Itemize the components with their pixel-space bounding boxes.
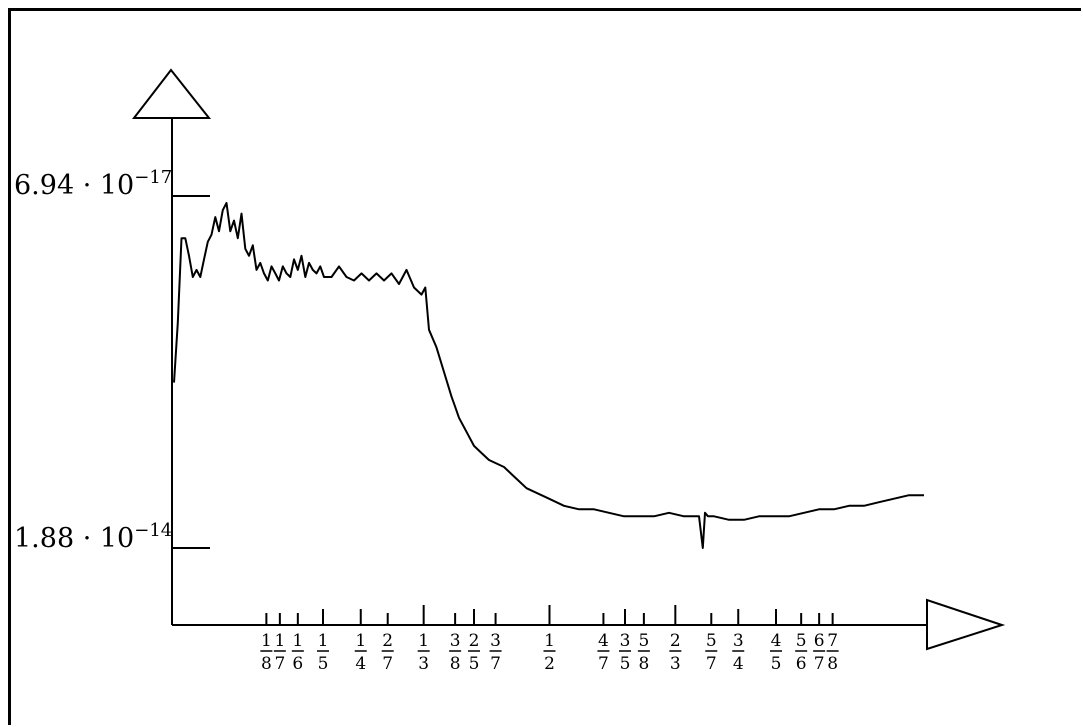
- x-tick-label-denominator: 5: [620, 654, 631, 674]
- x-tick-label-numerator: 2: [382, 631, 393, 651]
- y-tick-label-top: 6.94 · 10−17: [14, 167, 172, 201]
- x-tick-label-numerator: 1: [318, 631, 329, 651]
- x-tick-label-4-7: 47: [597, 631, 610, 674]
- x-tick-label-numerator: 1: [418, 631, 429, 651]
- x-tick-labels: 1817161514271338253712473558235734455667…: [260, 631, 839, 674]
- x-tick-label-numerator: 4: [771, 631, 782, 651]
- y-tick-label-top-mantissa: 6.94 · 10: [14, 170, 134, 201]
- x-tick-label-1-2: 12: [543, 631, 556, 674]
- x-tick-label-denominator: 7: [382, 654, 393, 674]
- x-tick-label-1-3: 13: [417, 631, 430, 674]
- x-tick-label-denominator: 3: [418, 654, 429, 674]
- series-line: [173, 202, 924, 549]
- y-axis-arrowhead: [131, 68, 212, 119]
- x-tick-label-numerator: 2: [469, 631, 480, 651]
- x-tick-label-numerator: 3: [450, 631, 461, 651]
- x-tick-label-numerator: 3: [733, 631, 744, 651]
- x-tick-label-numerator: 1: [274, 631, 285, 651]
- x-tick-label-numerator: 3: [490, 631, 501, 651]
- x-tick-label-numerator: 1: [355, 631, 366, 651]
- x-ticks: [265, 605, 834, 625]
- y-tick-label-top-exponent: −17: [134, 167, 172, 188]
- x-tick-label-1-8: 18: [260, 631, 273, 674]
- x-tick-label-denominator: 5: [469, 654, 480, 674]
- x-tick-label-numerator: 1: [292, 631, 303, 651]
- x-tick-label-1-7: 17: [273, 631, 286, 674]
- x-tick-label-denominator: 7: [490, 654, 501, 674]
- y-tick-label-bottom: 1.88 · 10−14: [14, 520, 172, 554]
- x-tick-label-denominator: 5: [771, 654, 782, 674]
- x-tick-label-numerator: 5: [638, 631, 649, 651]
- x-tick-label-denominator: 4: [733, 654, 744, 674]
- x-tick-label-3-4: 34: [732, 631, 745, 674]
- x-tick-label-numerator: 5: [796, 631, 807, 651]
- x-tick-label-2-7: 27: [381, 631, 394, 674]
- x-tick-label-numerator: 3: [620, 631, 631, 651]
- chart-frame: [8, 8, 1081, 725]
- x-tick-label-denominator: 7: [274, 654, 285, 674]
- x-tick-label-2-5: 25: [468, 631, 480, 674]
- x-tick-label-5-8: 58: [637, 631, 650, 674]
- x-tick-label-numerator: 1: [261, 631, 272, 651]
- x-tick-label-denominator: 5: [318, 654, 329, 674]
- x-tick-label-denominator: 6: [796, 654, 807, 674]
- x-tick-label-denominator: 8: [827, 654, 838, 674]
- x-tick-label-6-7: 67: [813, 631, 826, 674]
- x-tick-label-numerator: 2: [670, 631, 681, 651]
- x-tick-label-denominator: 8: [638, 654, 649, 674]
- x-tick-label-numerator: 5: [706, 631, 717, 651]
- x-tick-label-7-8: 78: [826, 631, 839, 674]
- x-tick-label-denominator: 8: [450, 654, 461, 674]
- x-tick-label-denominator: 3: [670, 654, 681, 674]
- x-tick-label-1-4: 14: [354, 631, 367, 674]
- x-tick-label-1-5: 15: [317, 631, 329, 674]
- x-tick-label-2-3: 23: [669, 631, 682, 674]
- x-tick-label-denominator: 7: [706, 654, 717, 674]
- x-tick-label-denominator: 7: [598, 654, 609, 674]
- x-tick-label-3-5: 35: [619, 631, 631, 674]
- x-tick-label-denominator: 2: [544, 654, 555, 674]
- x-tick-label-1-6: 16: [291, 631, 304, 674]
- x-tick-label-5-6: 56: [795, 631, 808, 674]
- x-tick-label-numerator: 1: [544, 631, 555, 651]
- x-tick-label-numerator: 4: [598, 631, 609, 651]
- x-tick-label-3-7: 37: [489, 631, 502, 674]
- x-tick-label-denominator: 8: [261, 654, 272, 674]
- x-tick-label-5-7: 57: [705, 631, 718, 674]
- x-tick-label-denominator: 6: [292, 654, 303, 674]
- x-tick-label-numerator: 6: [814, 631, 825, 651]
- x-axis-arrowhead: [926, 598, 1006, 651]
- x-tick-label-denominator: 4: [355, 654, 366, 674]
- y-tick-label-bottom-exponent: −14: [134, 520, 172, 541]
- x-tick-label-numerator: 7: [827, 631, 838, 651]
- x-tick-label-3-8: 38: [449, 631, 462, 674]
- x-tick-label-denominator: 7: [814, 654, 825, 674]
- x-tick-label-4-5: 45: [770, 631, 782, 674]
- y-tick-label-bottom-mantissa: 1.88 · 10: [14, 523, 134, 554]
